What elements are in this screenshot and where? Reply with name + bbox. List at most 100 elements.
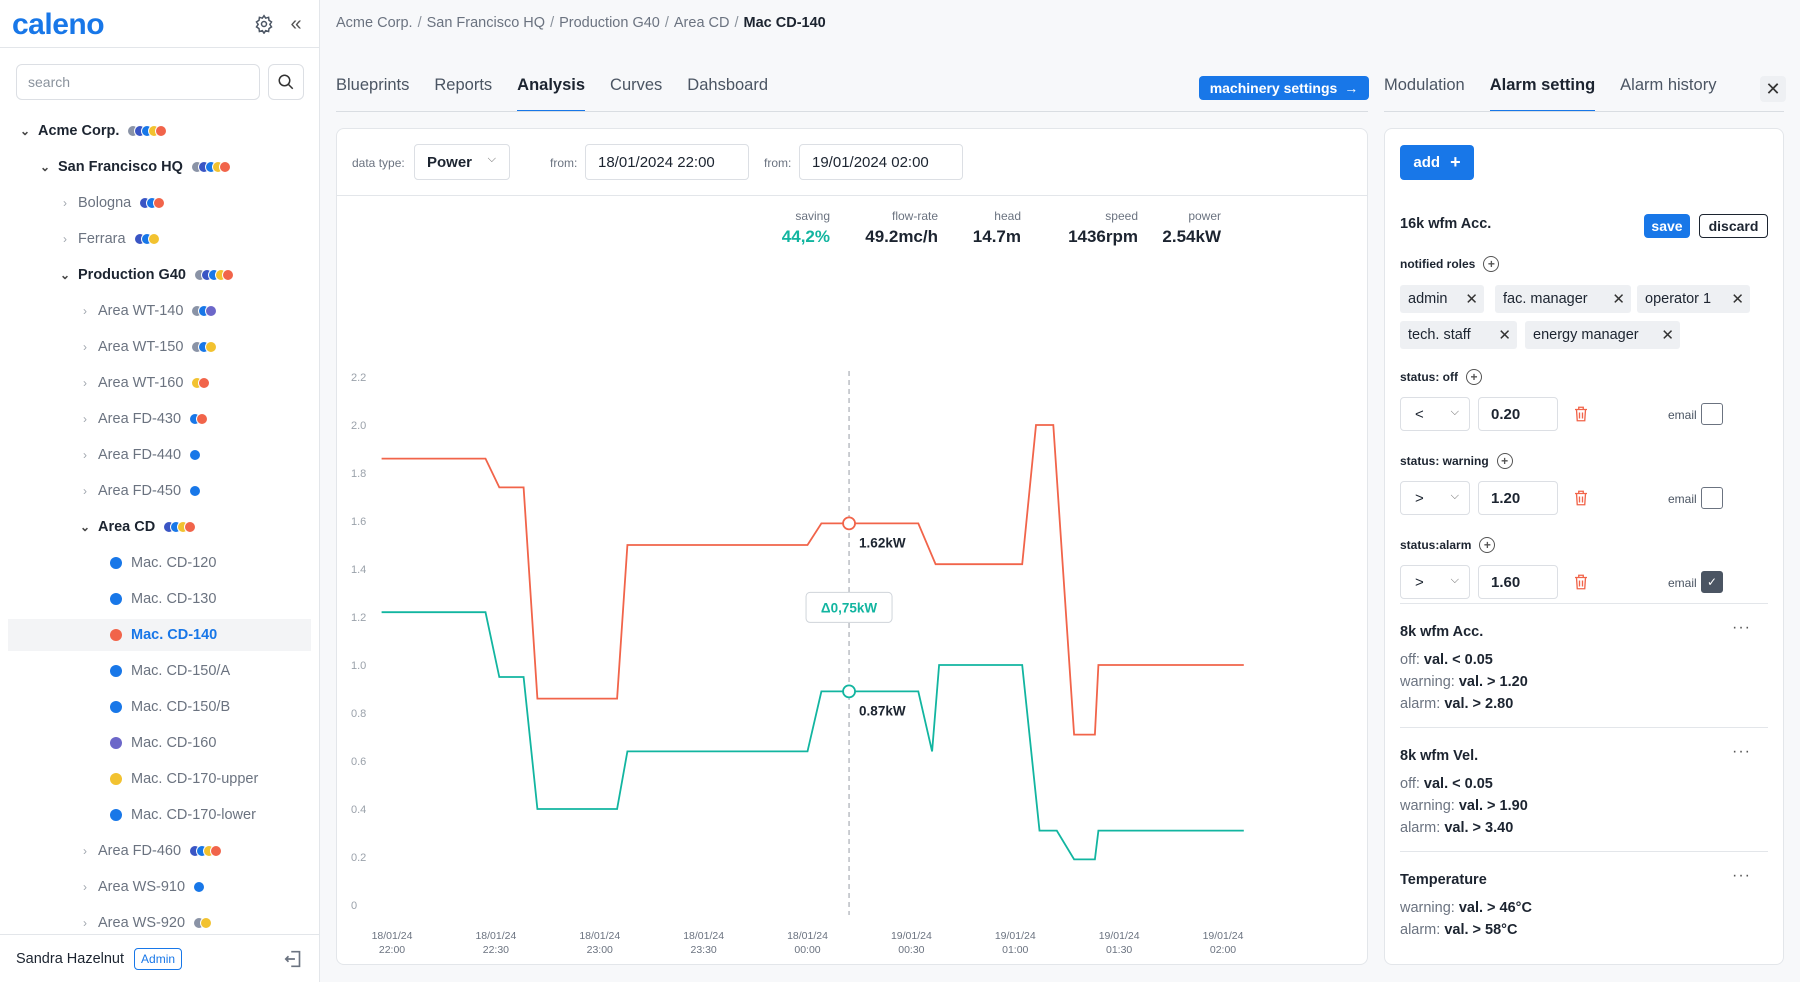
role-chip-label: fac. manager [1503, 291, 1588, 307]
threshold-input[interactable] [1478, 397, 1558, 431]
remove-role-icon[interactable]: ✕ [1612, 291, 1625, 308]
analysis-panel: data type: Power ⌵ from: 18/01/2024 22:0… [336, 128, 1368, 965]
tree-item[interactable]: › Area FD-460 [8, 835, 311, 867]
chevron-right-icon[interactable]: › [83, 340, 87, 354]
trash-icon[interactable] [1572, 572, 1590, 592]
tree-item[interactable]: ⌄ Area CD [8, 511, 311, 543]
tree-item[interactable]: Mac. CD-140 [8, 619, 311, 651]
alarm-card-title[interactable]: 8k wfm Vel. [1400, 748, 1479, 764]
tree-item[interactable]: › Area FD-430 [8, 403, 311, 435]
x-tick-time: 02:00 [1210, 944, 1236, 956]
tree-item[interactable]: › Ferrara [8, 223, 311, 255]
chevron-right-icon[interactable]: › [63, 196, 67, 210]
tab-reports[interactable]: Reports [434, 76, 493, 94]
add-role-icon[interactable]: + [1483, 256, 1500, 272]
chevron-right-icon[interactable]: › [83, 916, 87, 930]
tree-item[interactable]: Mac. CD-130 [8, 583, 311, 615]
add-condition-icon[interactable]: + [1496, 453, 1513, 469]
from-date-input[interactable]: 18/01/2024 22:00 [585, 144, 749, 180]
stat-value: 49.2mc/h [865, 227, 938, 246]
tree-item[interactable]: Mac. CD-120 [8, 547, 311, 579]
chevron-right-icon[interactable]: › [83, 304, 87, 318]
add-condition-icon[interactable]: + [1479, 537, 1496, 553]
save-button[interactable]: save [1644, 214, 1690, 238]
breadcrumb-item[interactable]: San Francisco HQ [426, 15, 546, 31]
data-type-select[interactable]: Power ⌵ [414, 144, 510, 180]
remove-role-icon[interactable]: ✕ [1731, 291, 1744, 308]
remove-role-icon[interactable]: ✕ [1465, 291, 1478, 308]
tree-item[interactable]: › Area WS-920 [8, 907, 311, 935]
alarm-card-line: warning: val. > 1.20 [1400, 674, 1528, 690]
more-icon[interactable]: ··· [1732, 867, 1751, 884]
chevron-right-icon[interactable]: › [83, 448, 87, 462]
machinery-settings-button[interactable]: machinery settings → [1199, 76, 1369, 100]
tree-item[interactable]: › Area FD-450 [8, 475, 311, 507]
operator-select[interactable]: < ⌵ [1400, 397, 1470, 431]
tab-modulation[interactable]: Modulation [1384, 76, 1465, 94]
chevron-right-icon[interactable]: › [83, 412, 87, 426]
x-tick-date: 19/01/24 [1099, 930, 1140, 942]
remove-role-icon[interactable]: ✕ [1498, 327, 1511, 344]
chevron-down-icon[interactable]: ⌄ [59, 268, 71, 282]
alarm-card-title[interactable]: 8k wfm Acc. [1400, 624, 1484, 640]
remove-role-icon[interactable]: ✕ [1661, 327, 1674, 344]
tree-item[interactable]: › Area FD-440 [8, 439, 311, 471]
tree-item[interactable]: › Area WT-150 [8, 331, 311, 363]
chevron-down-icon[interactable]: ⌄ [39, 160, 51, 174]
chevron-right-icon[interactable]: › [83, 484, 87, 498]
email-checkbox[interactable]: ✓ [1701, 571, 1723, 593]
cursor-point[interactable] [842, 516, 856, 531]
tree-item[interactable]: › Area WT-160 [8, 367, 311, 399]
tree-item[interactable]: › Area WS-910 [8, 871, 311, 903]
tree-item[interactable]: Mac. CD-160 [8, 727, 311, 759]
tree-item[interactable]: ⌄ Acme Corp. [8, 115, 311, 147]
email-checkbox[interactable] [1701, 403, 1723, 425]
tree-item[interactable]: Mac. CD-150/B [8, 691, 311, 723]
tab-alarm-setting[interactable]: Alarm setting [1489, 76, 1596, 112]
logout-icon[interactable] [283, 948, 305, 970]
tree-item[interactable]: › Bologna [8, 187, 311, 219]
threshold-input[interactable] [1478, 481, 1558, 515]
tab-analysis[interactable]: Analysis [517, 76, 586, 112]
line-value: val. > 58°C [1444, 922, 1518, 938]
email-checkbox[interactable] [1701, 487, 1723, 509]
gear-icon[interactable] [252, 12, 276, 36]
tab-curves[interactable]: Curves [610, 76, 663, 94]
add-button[interactable]: add + [1400, 145, 1474, 180]
trash-icon[interactable] [1572, 404, 1590, 424]
tree-item[interactable]: ⌄ Production G40 [8, 259, 311, 291]
collapse-icon[interactable]: « [290, 12, 302, 35]
tree-item[interactable]: Mac. CD-150/A [8, 655, 311, 687]
tree-item[interactable]: › Area WT-140 [8, 295, 311, 327]
chevron-down-icon[interactable]: ⌄ [79, 520, 91, 534]
chevron-right-icon[interactable]: › [83, 376, 87, 390]
alarm-card-title[interactable]: Temperature [1400, 872, 1487, 888]
threshold-input[interactable] [1478, 565, 1558, 599]
more-icon[interactable]: ··· [1732, 619, 1751, 636]
tree-item[interactable]: Mac. CD-170-upper [8, 763, 311, 795]
close-icon[interactable]: ✕ [1760, 76, 1786, 102]
chevron-right-icon[interactable]: › [83, 880, 87, 894]
operator-select[interactable]: > ⌵ [1400, 481, 1470, 515]
add-condition-icon[interactable]: + [1466, 369, 1482, 385]
tab-blueprints[interactable]: Blueprints [336, 76, 410, 94]
search-input[interactable] [16, 64, 260, 100]
tree-item[interactable]: Mac. CD-170-lower [8, 799, 311, 831]
breadcrumb-item[interactable]: Production G40 [559, 15, 660, 31]
tab-alarm-history[interactable]: Alarm history [1620, 76, 1717, 94]
chevron-right-icon[interactable]: › [83, 844, 87, 858]
breadcrumb-item[interactable]: Area CD [673, 15, 730, 31]
tab-dahsboard[interactable]: Dahsboard [687, 76, 769, 94]
trash-icon[interactable] [1572, 488, 1590, 508]
tree-item[interactable]: ⌄ San Francisco HQ [8, 151, 311, 183]
chevron-right-icon[interactable]: › [63, 232, 67, 246]
stat-value: 44,2% [781, 227, 830, 246]
breadcrumb-item[interactable]: Acme Corp. [336, 15, 413, 31]
search-button[interactable] [268, 64, 304, 100]
more-icon[interactable]: ··· [1732, 743, 1751, 760]
operator-select[interactable]: > ⌵ [1400, 565, 1470, 599]
to-date-input[interactable]: 19/01/2024 02:00 [799, 144, 963, 180]
cursor-point[interactable] [842, 684, 856, 699]
chevron-down-icon[interactable]: ⌄ [19, 124, 31, 138]
discard-button[interactable]: discard [1699, 214, 1768, 238]
